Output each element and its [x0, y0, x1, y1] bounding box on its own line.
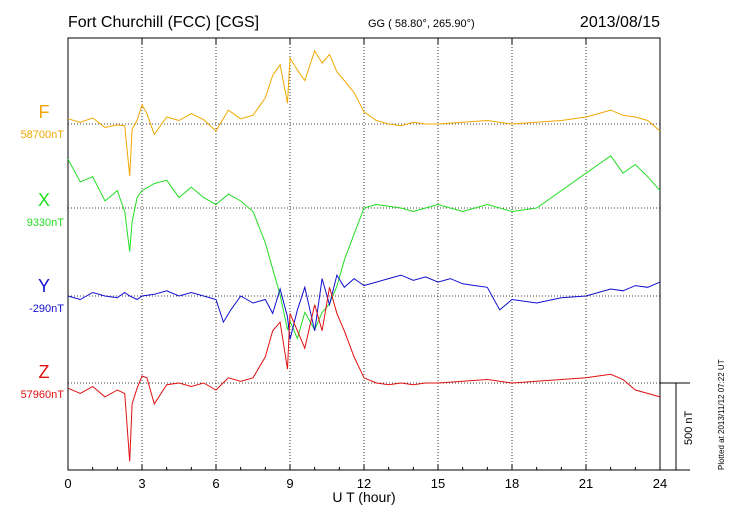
station-coords: GG ( 58.80°, 265.90°) [368, 18, 475, 30]
x-axis-ticks: 0 3 6 9 12 15 18 21 24 [64, 38, 667, 491]
x-tick-label: 24 [653, 476, 667, 491]
channel-baseline-f: 58700nT [21, 129, 65, 141]
channel-label-f: F [39, 102, 50, 122]
x-tick-label: 21 [579, 476, 593, 491]
scale-bar: 500 nT [660, 382, 695, 471]
channel-baseline-x: 9330nT [27, 217, 65, 229]
series-line-f [67, 49, 661, 177]
scale-bar-label: 500 nT [683, 410, 695, 445]
series-layer [67, 49, 661, 462]
series-line-x [67, 155, 661, 340]
grid-layer [68, 38, 660, 470]
channel-label-y: Y [38, 276, 50, 296]
channel-baseline-y: -290nT [29, 303, 64, 315]
x-axis-label: U T (hour) [332, 489, 395, 505]
x-tick-label: 0 [64, 476, 71, 491]
station-title: Fort Churchill (FCC) [CGS] [68, 14, 259, 31]
channel-baseline-z: 57960nT [21, 389, 65, 401]
x-tick-label: 9 [286, 476, 293, 491]
x-tick-label: 18 [505, 476, 519, 491]
x-tick-label: 15 [431, 476, 445, 491]
plotted-stamp: Plotted at 2013/11/12 07:22 UT [717, 359, 726, 470]
channel-labels: F 58700nT X 9330nT Y -290nT Z 57960nT [21, 102, 65, 401]
x-tick-label: 12 [357, 476, 371, 491]
chart-date: 2013/08/15 [580, 14, 660, 31]
x-tick-label: 6 [212, 476, 219, 491]
channel-label-z: Z [39, 362, 50, 382]
series-line-y [67, 273, 661, 340]
channel-label-x: X [38, 190, 50, 210]
series-line-z [67, 287, 661, 462]
x-tick-label: 3 [138, 476, 145, 491]
